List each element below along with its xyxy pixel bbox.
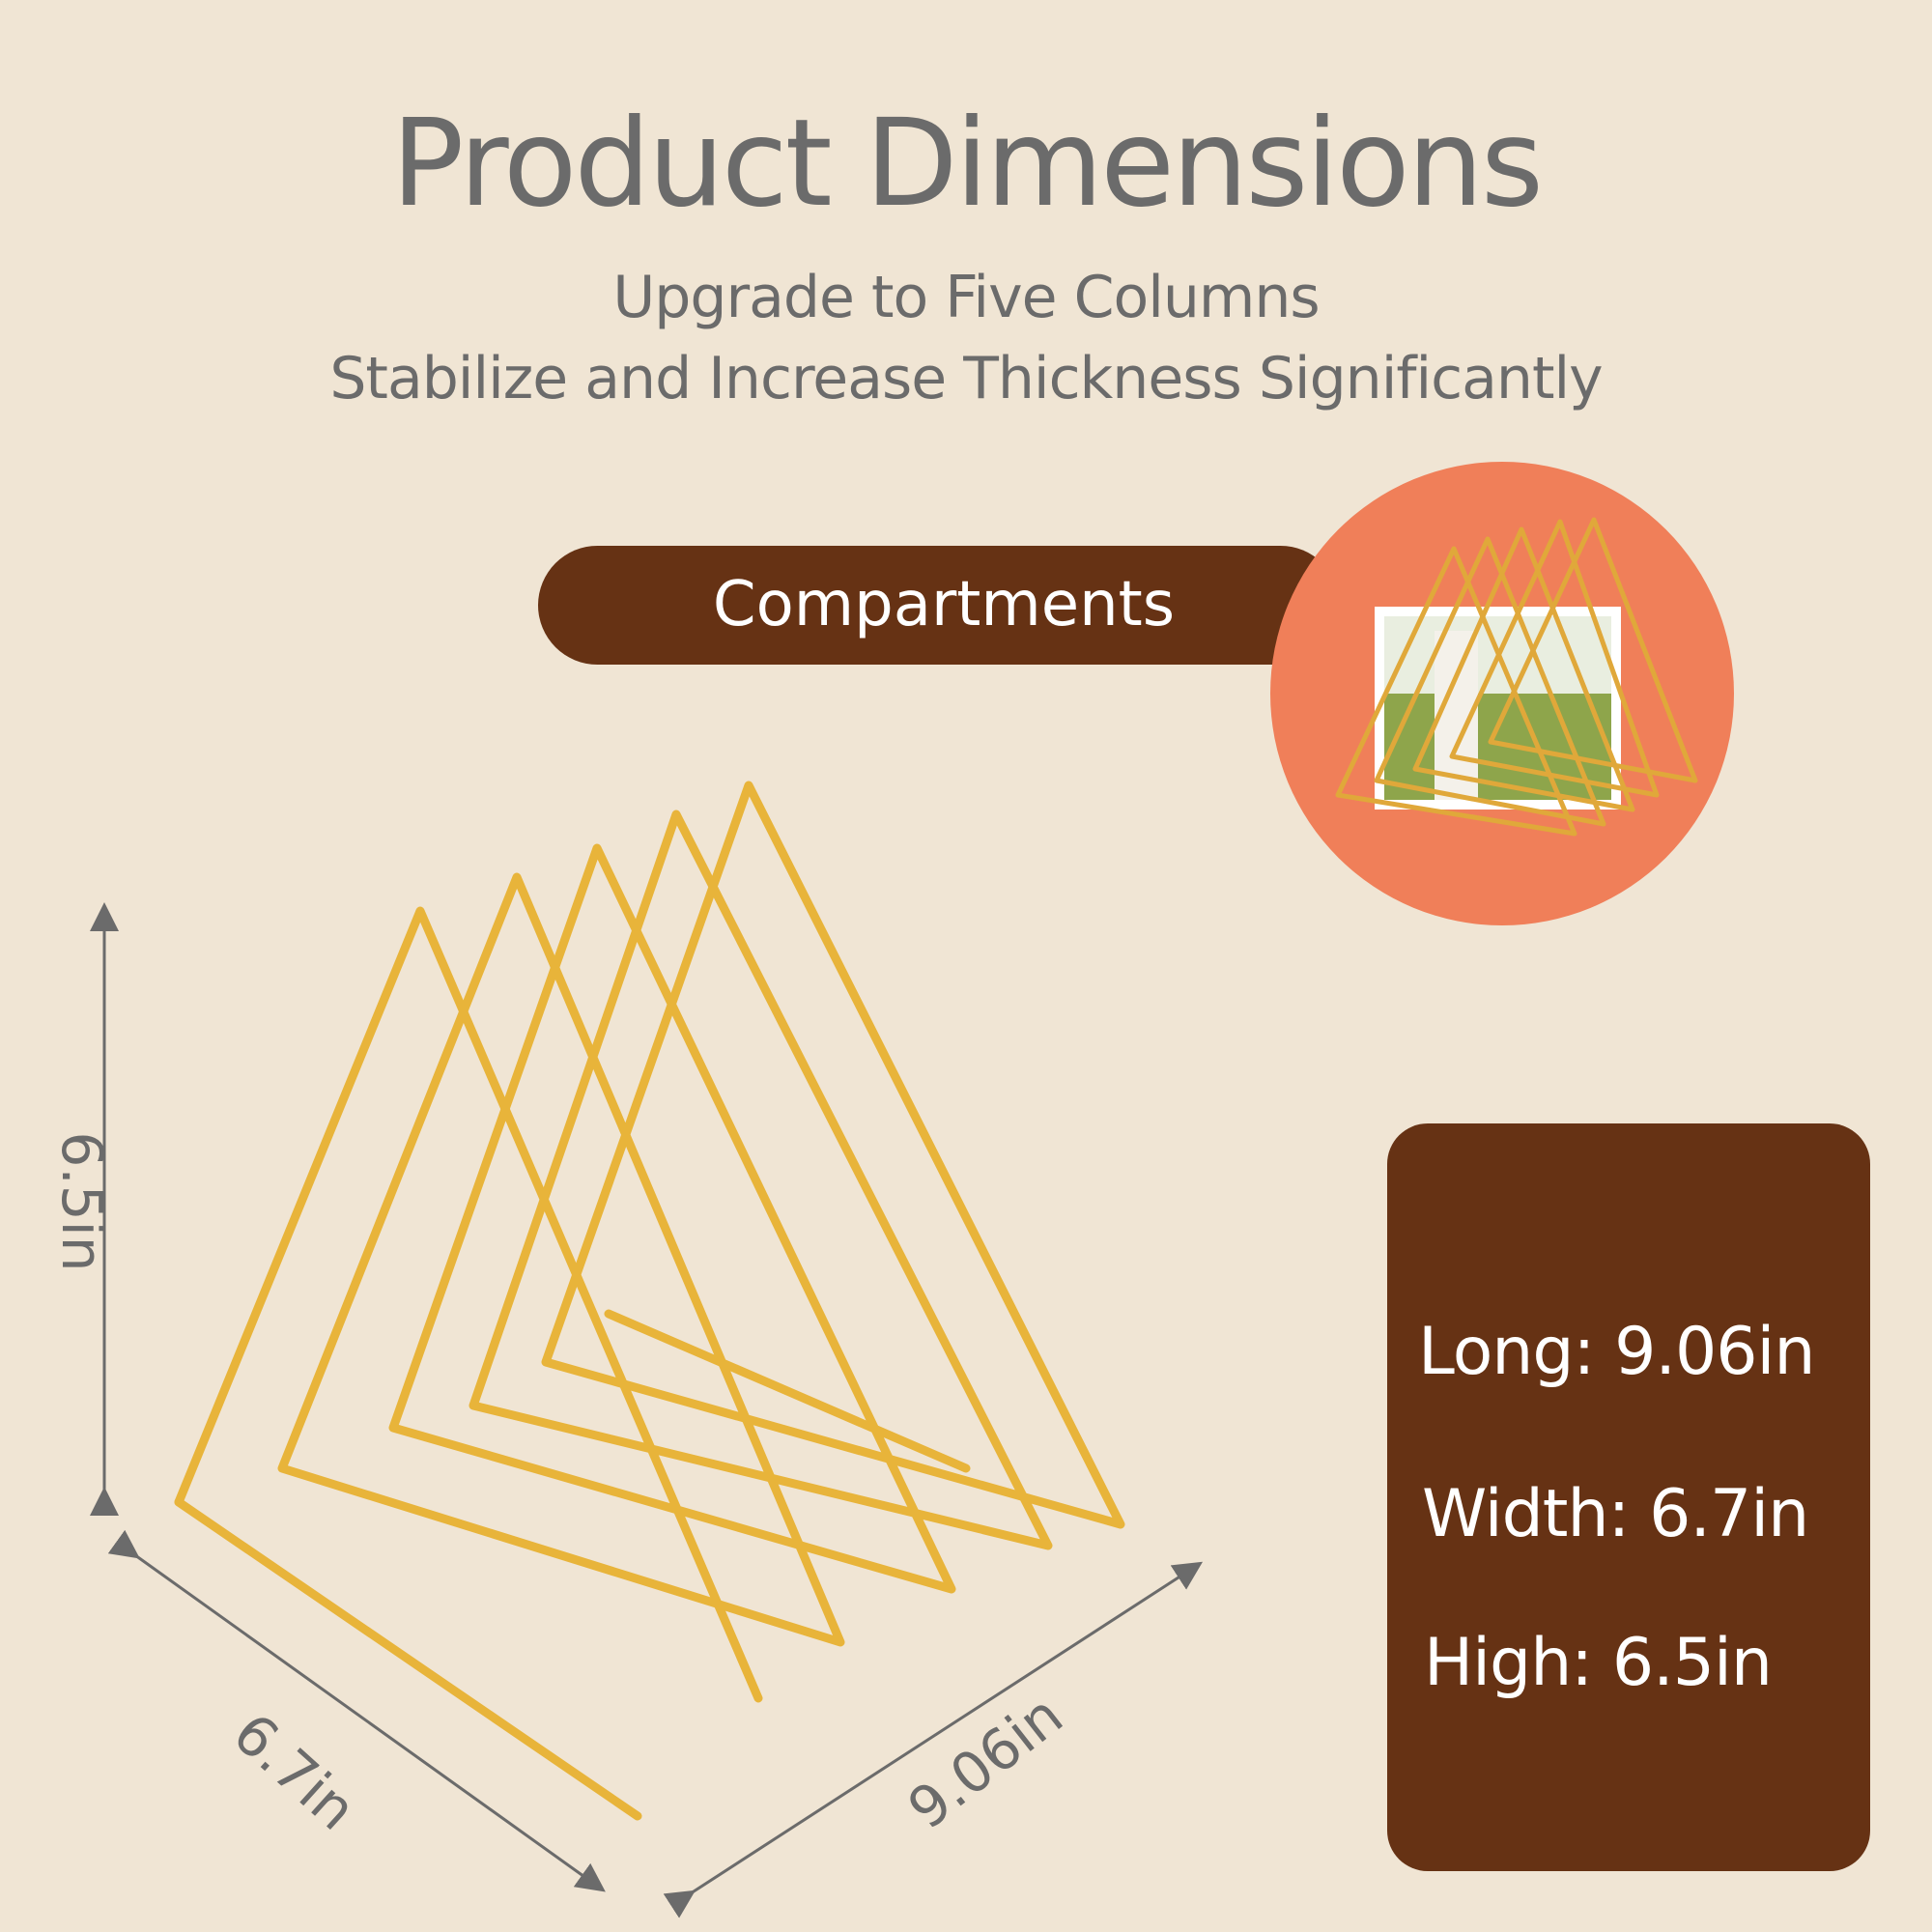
width-arrow (107, 1529, 606, 1892)
wire-triangle-5-end (604, 1309, 971, 1473)
photo-holder-image (1335, 517, 1698, 837)
lifestyle-photo-circle (1270, 462, 1734, 925)
spec-card (1387, 1123, 1870, 1871)
subtitle-line-1: Upgrade to Five Columns (612, 264, 1320, 331)
compartments-badge: Compartments (538, 546, 1340, 665)
spec-high: High: 6.5in (1424, 1625, 1773, 1701)
height-dimension-label: 6.5in (49, 1131, 115, 1272)
wire-triangle-5 (541, 781, 1125, 1529)
wire-triangle-4 (469, 810, 1053, 1550)
subtitle-line-2: Stabilize and Increase Thickness Signifi… (329, 345, 1603, 412)
wire-triangle-2 (277, 872, 845, 1647)
wire-triangle-1 (174, 906, 763, 1703)
length-arrow (663, 1561, 1204, 1918)
spec-long: Long: 9.06in (1418, 1314, 1815, 1390)
spec-width: Width: 6.7in (1422, 1476, 1809, 1552)
wire-triangle-3 (388, 843, 956, 1594)
wire-triangles (174, 781, 1125, 1821)
compartments-badge-label: Compartments (712, 569, 1176, 640)
dimension-arrows (90, 902, 1204, 1918)
page-title: Product Dimensions (391, 94, 1544, 234)
